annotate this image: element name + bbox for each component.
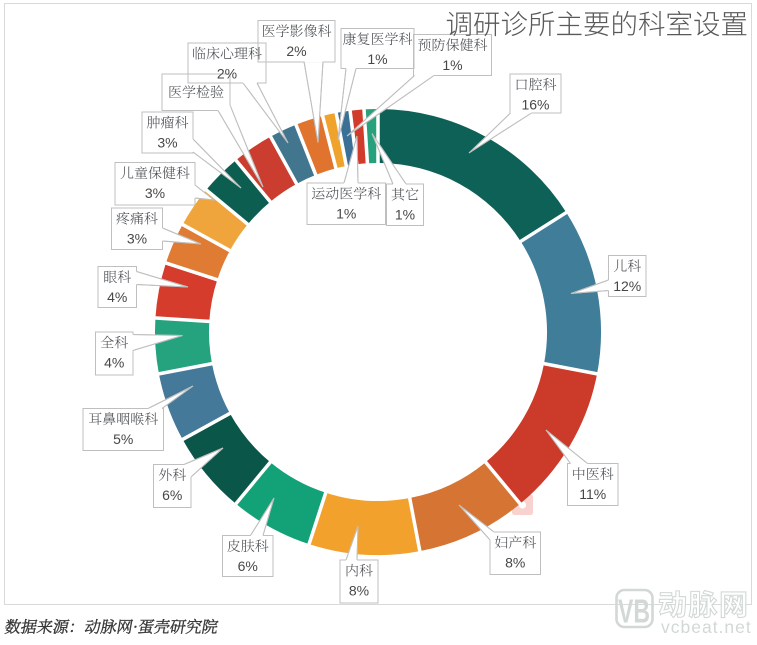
svg-text:11%: 11%: [579, 486, 606, 502]
svg-text:数据来源：动脉网·蛋壳研究院: 数据来源：动脉网·蛋壳研究院: [3, 614, 220, 638]
svg-text:肿瘤科: 肿瘤科: [147, 113, 189, 133]
svg-text:1%: 1%: [336, 205, 356, 221]
svg-text:16%: 16%: [521, 96, 549, 112]
svg-text:临床心理科: 临床心理科: [192, 44, 262, 64]
svg-text:4%: 4%: [107, 289, 127, 305]
svg-text:3%: 3%: [127, 230, 147, 246]
svg-text:5%: 5%: [113, 431, 133, 447]
svg-text:儿科: 儿科: [613, 256, 641, 276]
svg-text:疼痛科: 疼痛科: [116, 209, 158, 229]
svg-text:8%: 8%: [505, 554, 525, 570]
svg-text:外科: 外科: [158, 465, 186, 485]
svg-text:1%: 1%: [367, 51, 387, 67]
svg-text:1%: 1%: [395, 206, 415, 222]
svg-text:医学影像科: 医学影像科: [262, 21, 332, 41]
svg-text:耳鼻咽喉科: 耳鼻咽喉科: [88, 409, 158, 429]
svg-text:动脉网: 动脉网: [658, 582, 750, 624]
svg-text:中医科: 中医科: [572, 464, 614, 484]
svg-text:12%: 12%: [613, 278, 641, 294]
svg-text:医学检验: 医学检验: [168, 82, 224, 102]
svg-text:儿童保健科: 儿童保健科: [120, 163, 190, 183]
svg-text:vcbeat.net: vcbeat.net: [661, 617, 752, 637]
svg-text:妇产科: 妇产科: [494, 533, 536, 553]
svg-text:1%: 1%: [442, 57, 462, 73]
svg-text:6%: 6%: [238, 558, 258, 574]
svg-text:康复医学科: 康复医学科: [343, 29, 413, 49]
svg-text:其它: 其它: [391, 185, 419, 205]
svg-text:眼科: 眼科: [103, 267, 131, 287]
svg-text:皮肤科: 皮肤科: [227, 536, 269, 556]
svg-text:内科: 内科: [345, 561, 373, 581]
svg-text:调研诊所主要的科室设置: 调研诊所主要的科室设置: [446, 2, 749, 42]
svg-text:4%: 4%: [104, 354, 124, 370]
svg-text:3%: 3%: [145, 185, 165, 201]
svg-text:2%: 2%: [217, 65, 237, 81]
svg-text:预防保健科: 预防保健科: [418, 35, 488, 55]
svg-text:口腔科: 口腔科: [515, 75, 557, 95]
svg-text:3%: 3%: [157, 134, 177, 150]
svg-text:8%: 8%: [349, 582, 369, 598]
svg-text:VB: VB: [618, 593, 650, 630]
svg-text:全科: 全科: [100, 333, 128, 353]
svg-text:6%: 6%: [162, 487, 182, 503]
svg-text:2%: 2%: [286, 43, 306, 59]
svg-text:运动医学科: 运动医学科: [311, 184, 381, 204]
